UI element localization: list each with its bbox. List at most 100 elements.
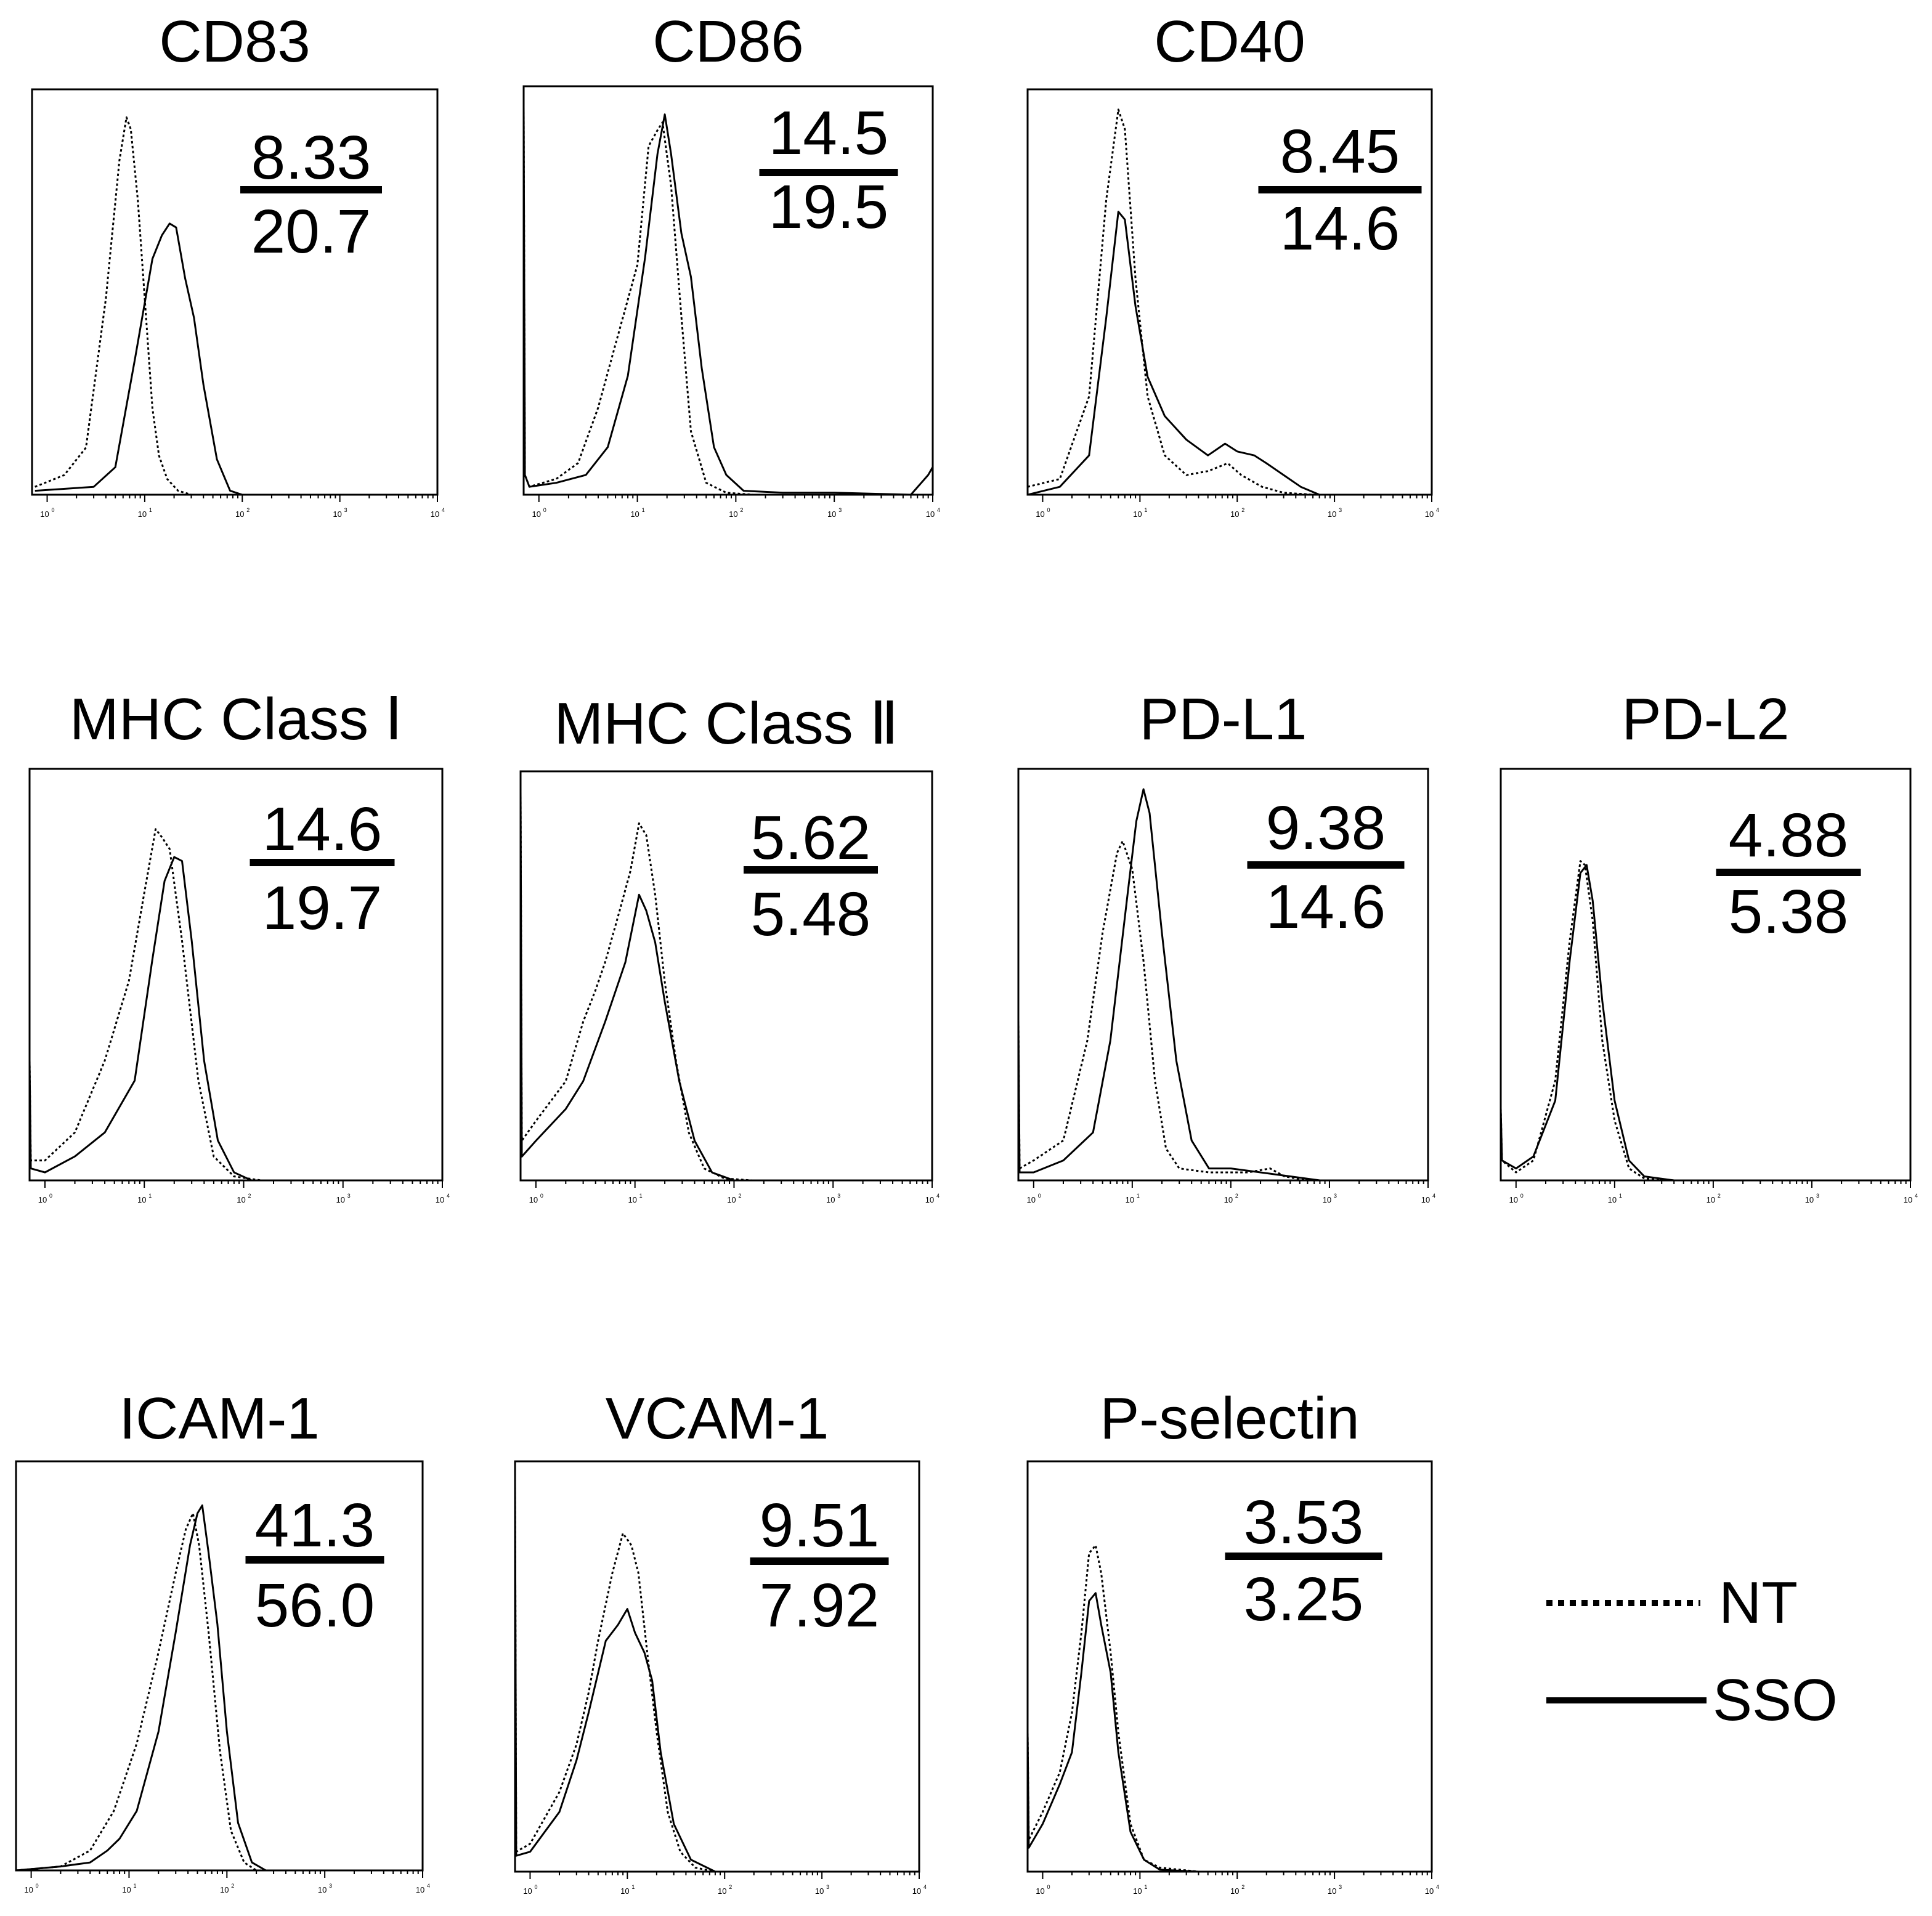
tick-base: 10 [727,1195,736,1204]
tick-label: 10 1 [122,1883,136,1894]
tick-label: 10 2 [1707,1193,1721,1204]
tick-exponent: 2 [1241,1884,1244,1890]
mfi-nt-value: 14.5 [769,99,889,168]
tick-exponent: 1 [1144,507,1147,513]
tick-base: 10 [925,1195,934,1204]
tick-base: 10 [815,1886,824,1896]
tick-base: 10 [912,1886,921,1896]
tick-label: 10 3 [826,1193,840,1204]
tick-base: 10 [1328,509,1336,519]
mfi-sso-value: 5.48 [751,880,871,949]
tick-base: 10 [122,1885,131,1894]
tick-exponent: 4 [1915,1193,1918,1199]
tick-exponent: 2 [1235,1193,1238,1199]
mfi-sso-value: 19.5 [769,173,889,242]
tick-base: 10 [1328,1886,1336,1896]
plot-frame [1500,768,1912,1182]
panel-title: PD-L2 [1622,686,1789,752]
tick-exponent: 0 [1038,1193,1041,1199]
tick-base: 10 [1509,1195,1518,1204]
tick-label: 10 0 [24,1883,38,1894]
tick-exponent: 3 [347,1193,351,1199]
tick-exponent: 1 [148,1193,152,1199]
tick-label: 10 4 [431,507,445,519]
series-sso-line [515,1481,919,1872]
series-nt-line [515,1481,919,1872]
plot-frame [1026,1460,1433,1873]
tick-base: 10 [1904,1195,1912,1204]
tick-label: 10 2 [1230,507,1244,519]
tick-base: 10 [1425,509,1434,519]
panel-title: CD40 [1154,9,1305,75]
tick-exponent: 0 [1047,507,1050,513]
tick-exponent: 0 [540,1193,543,1199]
tick-exponent: 3 [1339,1884,1342,1890]
tick-exponent: 4 [1436,1884,1439,1890]
tick-label: 10 4 [436,1193,450,1204]
tick-base: 10 [1027,1195,1036,1204]
tick-base: 10 [1707,1195,1715,1204]
tick-base: 10 [628,1195,636,1204]
mfi-nt-value: 41.3 [255,1491,375,1560]
tick-base: 10 [826,1195,835,1204]
tick-label: 10 4 [1421,1193,1435,1204]
tick-label: 10 0 [1027,1193,1041,1204]
series-sso-line [1018,788,1428,1180]
series-nt-line [521,791,932,1180]
legend-sso-label: SSO [1713,1667,1838,1733]
panel-title: P-selectin [1100,1386,1360,1451]
tick-exponent: 0 [1520,1193,1524,1199]
tick-base: 10 [1224,1195,1233,1204]
series-sso-line [1028,1592,1432,1872]
tick-base: 10 [318,1885,327,1894]
mfi-nt-value: 9.51 [760,1491,880,1560]
tick-base: 10 [137,1195,146,1204]
tick-exponent: 2 [1241,507,1244,513]
series-nt-line [30,828,442,1180]
tick-base: 10 [630,509,639,519]
tick-exponent: 0 [36,1883,39,1889]
panel-title: MHC Class Ⅱ [554,691,898,757]
tick-label: 10 4 [1425,507,1439,519]
tick-exponent: 4 [442,507,445,513]
tick-exponent: 2 [740,507,743,513]
tick-exponent: 3 [1816,1193,1819,1199]
tick-exponent: 2 [231,1883,234,1889]
plot-frame [31,88,439,496]
mfi-sso-value: 14.6 [1280,194,1400,263]
mfi-nt-value: 9.38 [1266,794,1386,863]
series-sso-line [30,856,442,1180]
mfi-nt-value: 3.53 [1244,1488,1364,1557]
tick-label: 10 3 [815,1884,829,1896]
panel-title: PD-L1 [1139,686,1307,752]
tick-base: 10 [1036,1886,1044,1896]
series-nt-line [1501,860,1910,1180]
panel-title: MHC Class Ⅰ [70,686,402,752]
mfi-sso-value: 20.7 [251,197,371,266]
tick-label: 10 4 [1904,1193,1918,1204]
plot-frame [1017,768,1429,1182]
tick-exponent: 2 [1718,1193,1721,1199]
tick-exponent: 3 [1334,1193,1337,1199]
tick-base: 10 [1323,1195,1331,1204]
panel-title: VCAM-1 [606,1386,829,1451]
tick-label: 10 3 [318,1883,332,1894]
series-nt-line [524,106,933,495]
tick-label: 10 1 [628,1193,642,1204]
tick-base: 10 [827,509,836,519]
tick-label: 10 1 [1133,507,1147,519]
tick-exponent: 3 [838,507,842,513]
tick-exponent: 1 [149,507,152,513]
tick-exponent: 4 [1432,1193,1435,1199]
tick-label: 10 2 [237,1193,251,1204]
tick-label: 10 2 [1224,1193,1238,1204]
tick-label: 10 2 [727,1193,741,1204]
panel-title: CD83 [159,9,310,75]
tick-base: 10 [138,509,147,519]
legend-nt-label: NT [1719,1570,1798,1636]
